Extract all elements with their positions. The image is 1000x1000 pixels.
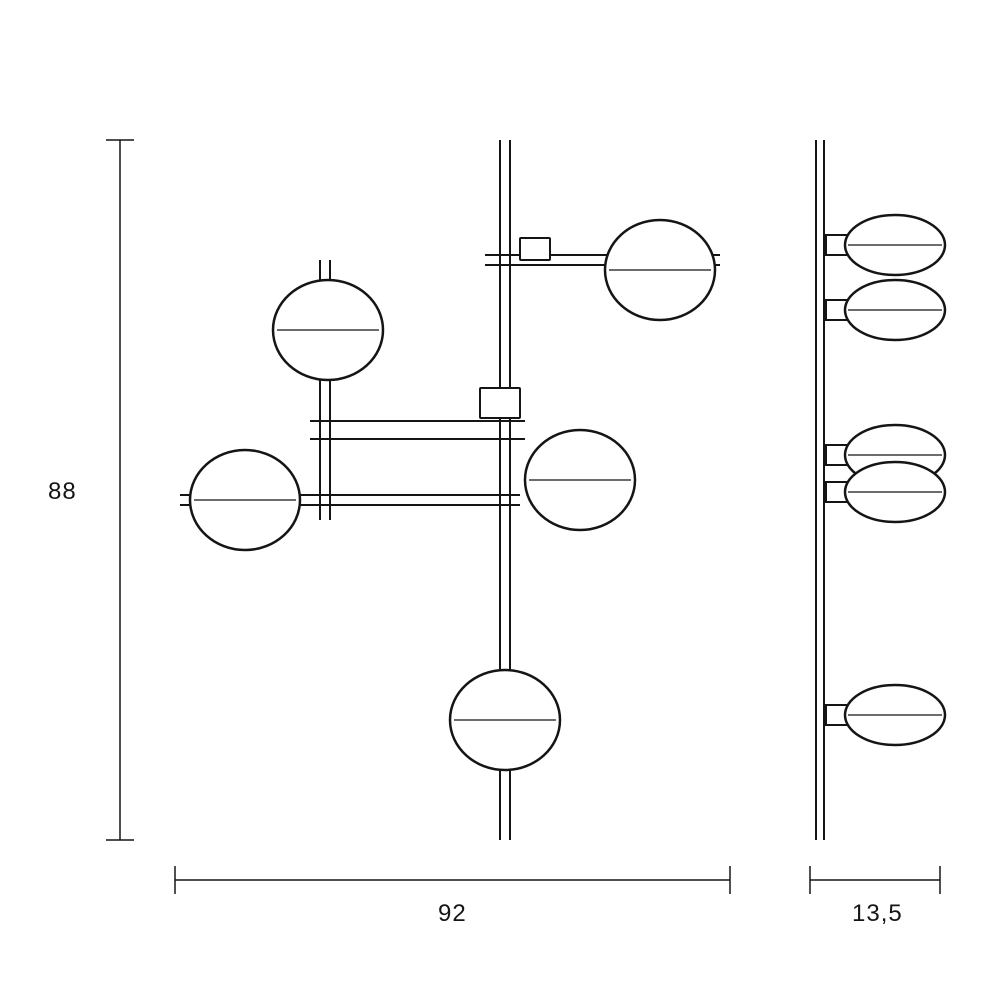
line-drawing-svg [0,0,1000,1000]
dimension-depth-label: 13,5 [852,900,903,928]
mount-1 [520,238,550,260]
dimension-width-label: 92 [438,900,467,928]
dimension-height-label: 88 [48,478,77,506]
drawing-canvas: 88 92 13,5 [0,0,1000,1000]
mount-0 [480,388,520,418]
